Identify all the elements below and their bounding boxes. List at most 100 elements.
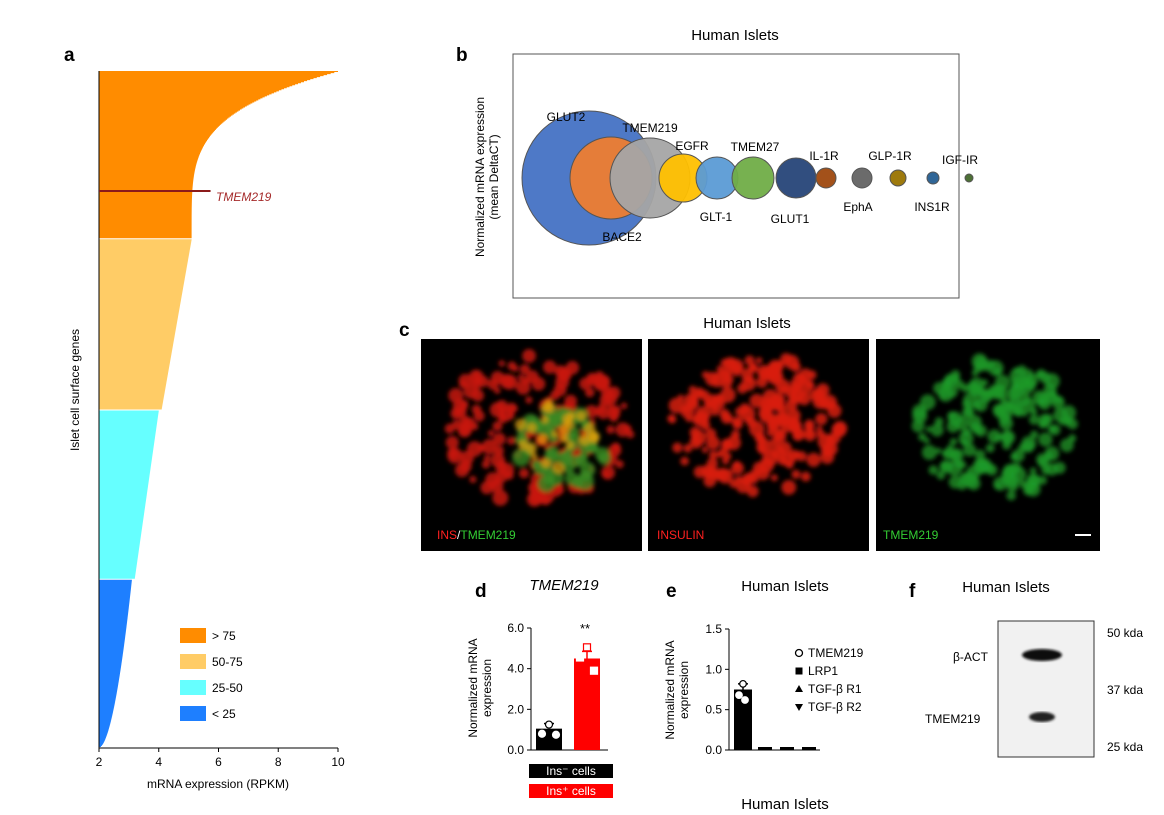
merge-red-cell bbox=[498, 360, 505, 367]
merge-red-cell bbox=[451, 419, 462, 430]
merge-red-cell bbox=[620, 402, 628, 410]
insulin-cell bbox=[756, 466, 770, 481]
tmem219-cell bbox=[1060, 438, 1074, 453]
tmem219-cell bbox=[1012, 449, 1025, 462]
insulin-cell bbox=[672, 442, 683, 453]
insulin-cell bbox=[791, 382, 798, 390]
panel-c-title: Human Islets bbox=[703, 315, 791, 332]
panel-a-legend-swatch bbox=[180, 706, 206, 721]
panel-e-chart: Human Islets 0.0 0.5 1.0 1.5 Normalized mRN… bbox=[663, 578, 864, 813]
tmem219-cell bbox=[935, 447, 942, 454]
insulin-cell bbox=[721, 438, 732, 449]
panel-e-y-ticks: 0.0 0.5 1.0 1.5 bbox=[705, 622, 729, 757]
tmem219-cell bbox=[1022, 369, 1034, 381]
merge-red-cell bbox=[585, 387, 595, 398]
merge-red-cell bbox=[494, 387, 501, 394]
merge-red-cell bbox=[457, 424, 472, 438]
panel-d-ylabel-line2: expression bbox=[480, 659, 494, 717]
tmem219-cell bbox=[1002, 440, 1012, 450]
merge-yellow-cell bbox=[558, 424, 570, 436]
merge-red-cell bbox=[492, 421, 503, 432]
panel-a-legend-label: 25-50 bbox=[212, 681, 243, 695]
bubble-label-glut2: GLUT2 bbox=[547, 110, 586, 124]
tmem219-cell bbox=[985, 359, 996, 370]
merge-red-cell bbox=[605, 387, 614, 395]
insulin-cell bbox=[800, 471, 811, 482]
merge-green-cell bbox=[589, 443, 599, 453]
tmem219-image-label: TMEM219 bbox=[883, 528, 939, 542]
merge-red-cell bbox=[611, 442, 621, 452]
legend-square-marker bbox=[795, 667, 803, 675]
panel-d-y-tick-label: 2.0 bbox=[507, 702, 524, 716]
merge-red-cell bbox=[458, 373, 473, 388]
blot-membrane bbox=[997, 620, 1095, 758]
merge-yellow-cell bbox=[525, 442, 537, 454]
tmem219-cell bbox=[962, 399, 971, 409]
panel-e-legend: TMEM219 LRP1 TGF-β R1 TGF-β R2 bbox=[794, 646, 864, 714]
merge-label-sep: / bbox=[457, 528, 461, 542]
panel-a-legend-swatch bbox=[180, 654, 206, 669]
panel-f-blot: Human Islets β-ACT TMEM219 50 kda 37 kda… bbox=[925, 579, 1143, 758]
insulin-cell bbox=[788, 393, 799, 404]
tmem219-cell bbox=[934, 417, 944, 426]
merge-yellow-cell bbox=[541, 416, 549, 424]
merge-yellow-cell bbox=[559, 434, 569, 443]
tmem219-cell bbox=[1038, 413, 1051, 426]
insulin-cell bbox=[773, 429, 784, 441]
tmem219-cell bbox=[948, 475, 962, 489]
merge-label: INS/TMEM219 bbox=[437, 528, 516, 542]
merge-yellow-cell bbox=[518, 439, 529, 451]
insulin-cell bbox=[804, 429, 817, 442]
panel-letter-e: e bbox=[666, 581, 677, 602]
panel-a-bars-group-2 bbox=[98, 239, 192, 410]
bubble-tmem27 bbox=[731, 156, 775, 200]
insulin-cell bbox=[780, 353, 793, 365]
tmem219-cell bbox=[1041, 465, 1051, 475]
insulin-cell bbox=[693, 465, 706, 479]
tmem219-highlight-label: TMEM219 bbox=[216, 190, 272, 204]
panel-a-x-tick-label: 4 bbox=[155, 755, 162, 769]
merge-label-ins: INS bbox=[437, 528, 457, 542]
insulin-cell bbox=[777, 441, 792, 456]
insulin-cell bbox=[816, 429, 825, 439]
insulin-cell bbox=[744, 416, 753, 424]
merge-red-cell bbox=[517, 374, 525, 381]
panel-b-title: Human Islets bbox=[691, 27, 779, 44]
tmem219-cell bbox=[1009, 394, 1016, 401]
panel-e-ylabel-line2: expression bbox=[677, 661, 691, 719]
tmem219-cell bbox=[977, 458, 992, 473]
merge-red-cell bbox=[469, 475, 477, 484]
tmem219-cell bbox=[936, 470, 946, 480]
tmem219-cell bbox=[1044, 451, 1054, 461]
insulin-cell bbox=[744, 355, 755, 366]
panel-d-point bbox=[537, 729, 547, 738]
beta-act-band bbox=[1022, 649, 1062, 661]
tmem219-cell bbox=[1022, 382, 1030, 390]
bubble-label-epha: EphA bbox=[843, 200, 872, 214]
tmem219-cell bbox=[1005, 411, 1012, 419]
panel-a-x-ticks: 2 4 6 8 10 bbox=[96, 748, 345, 769]
merge-red-cell bbox=[471, 389, 485, 402]
panel-e-legend-label: TMEM219 bbox=[808, 646, 864, 660]
insulin-cell bbox=[701, 446, 709, 453]
bubble-label-bace2: BACE2 bbox=[602, 230, 642, 244]
panel-d-point bbox=[575, 653, 585, 662]
insulin-cell bbox=[816, 383, 830, 397]
merge-red-cell bbox=[511, 405, 518, 412]
tmem219-cell bbox=[994, 406, 1002, 414]
panel-e-y-tick-label: 1.5 bbox=[705, 622, 722, 636]
merge-red-cell bbox=[494, 445, 505, 456]
merge-red-cell bbox=[588, 374, 597, 383]
merge-yellow-cell bbox=[553, 462, 565, 475]
merge-red-cell bbox=[507, 436, 516, 445]
legend-circle-marker bbox=[794, 648, 804, 658]
merge-yellow-cell bbox=[579, 433, 591, 446]
tmem219-cell bbox=[947, 411, 957, 421]
tmem219-cell bbox=[993, 367, 1002, 376]
legend-triangle-down-marker bbox=[795, 704, 803, 711]
panel-b-ylabel: Normalized mRNA expression bbox=[473, 97, 487, 257]
panel-letter-b: b bbox=[456, 45, 468, 66]
tmem219-signal-layer bbox=[911, 353, 1078, 501]
tmem219-cell bbox=[1013, 406, 1024, 417]
merge-red-cell bbox=[447, 447, 459, 460]
